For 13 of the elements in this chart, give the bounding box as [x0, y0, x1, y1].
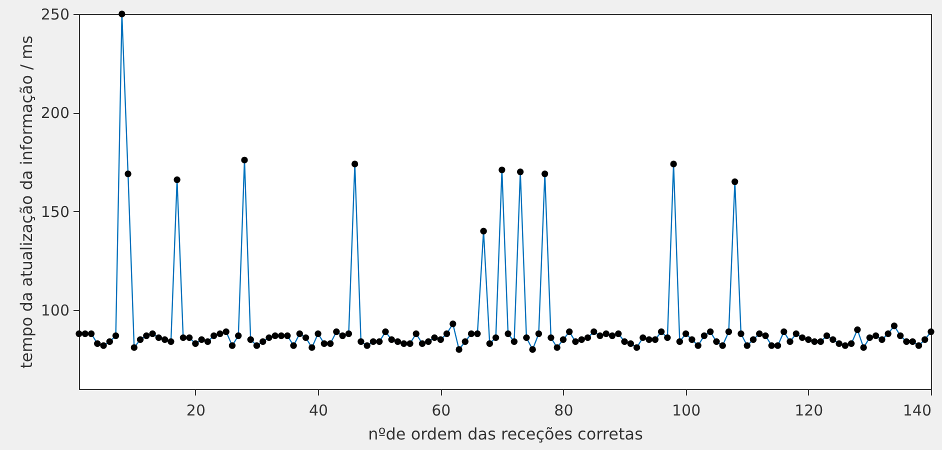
y-tick-label: 200 [40, 104, 70, 122]
x-tick-label: 140 [902, 402, 932, 420]
x-axis-title: nºde ordem das receções corretas [368, 424, 643, 444]
x-tick-label: 80 [554, 402, 574, 420]
y-tick-label: 100 [40, 302, 70, 320]
x-tick-label: 40 [309, 402, 328, 420]
x-tick-label: 60 [432, 402, 451, 420]
y-tick-label: 250 [40, 6, 70, 24]
y-tick-label: 150 [40, 202, 70, 221]
x-tick-label: 120 [794, 402, 824, 420]
x-tick-label: 100 [672, 402, 701, 420]
x-tick-label: 20 [186, 402, 206, 420]
y-axis-title: tempo da atualização da informação / ms [16, 36, 36, 368]
